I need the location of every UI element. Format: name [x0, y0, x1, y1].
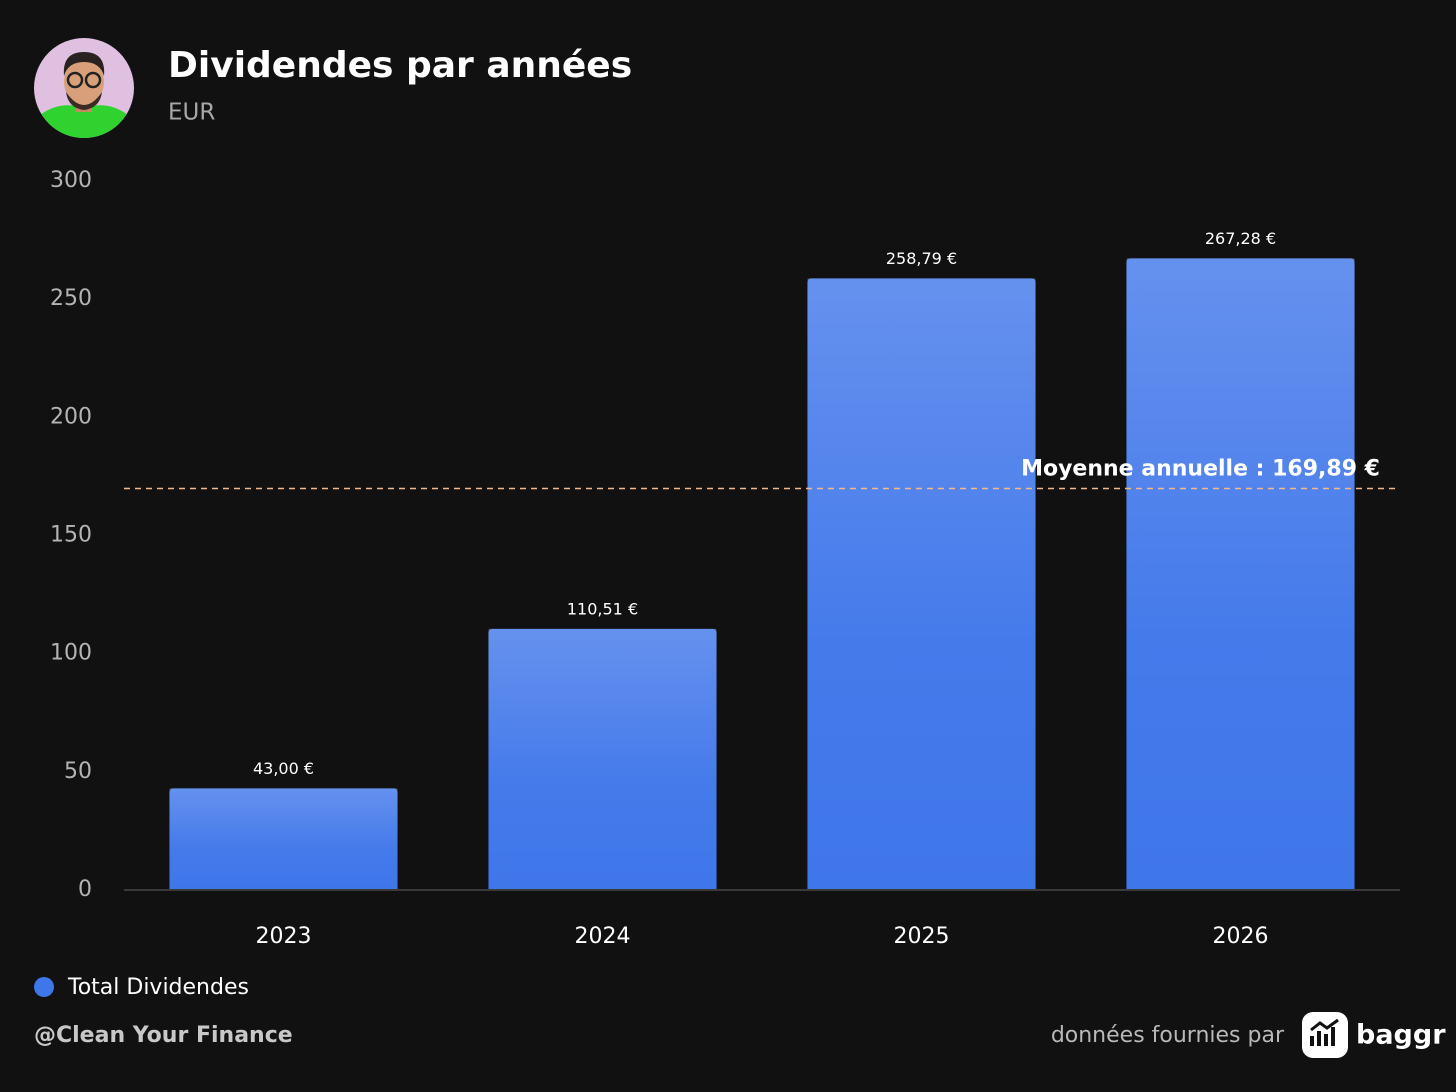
bar-sheen	[1126, 258, 1355, 891]
y-tick-label: 250	[50, 286, 92, 311]
x-tick-label: 2026	[1213, 924, 1269, 949]
y-tick-label: 300	[50, 168, 92, 193]
bar-sheen	[807, 278, 1036, 891]
bar-sheen	[169, 788, 398, 890]
y-tick-label: 0	[78, 877, 92, 902]
x-tick-label: 2023	[256, 924, 312, 949]
value-label: 110,51 €	[567, 599, 638, 618]
x-tick-label: 2025	[894, 924, 950, 949]
legend-swatch	[34, 977, 54, 997]
avatar	[34, 38, 134, 138]
chart-subtitle: EUR	[168, 100, 215, 126]
y-tick-label: 100	[50, 641, 92, 666]
bar-sheen	[488, 628, 717, 890]
value-label: 43,00 €	[253, 759, 314, 778]
value-label: 267,28 €	[1205, 229, 1276, 248]
average-label: Moyenne annuelle : 169,89 €	[1021, 456, 1380, 481]
credit: @Clean Your Finance	[34, 1023, 293, 1048]
y-tick-label: 150	[50, 523, 92, 548]
value-label: 258,79 €	[886, 249, 957, 268]
legend-label: Total Dividendes	[67, 975, 249, 1000]
x-tick-label: 2024	[575, 924, 631, 949]
source-text: données fournies par	[1051, 1023, 1285, 1048]
plot-area: 0 50 100 150 200 250 300 43,00 € 110,51 € 258,79 …	[50, 168, 1400, 949]
y-tick-label: 50	[64, 759, 92, 784]
chart-title: Dividendes par années	[168, 45, 632, 86]
brand-name: baggr	[1356, 1020, 1446, 1051]
brand-logo	[1302, 1012, 1348, 1058]
y-tick-label: 200	[50, 404, 92, 429]
